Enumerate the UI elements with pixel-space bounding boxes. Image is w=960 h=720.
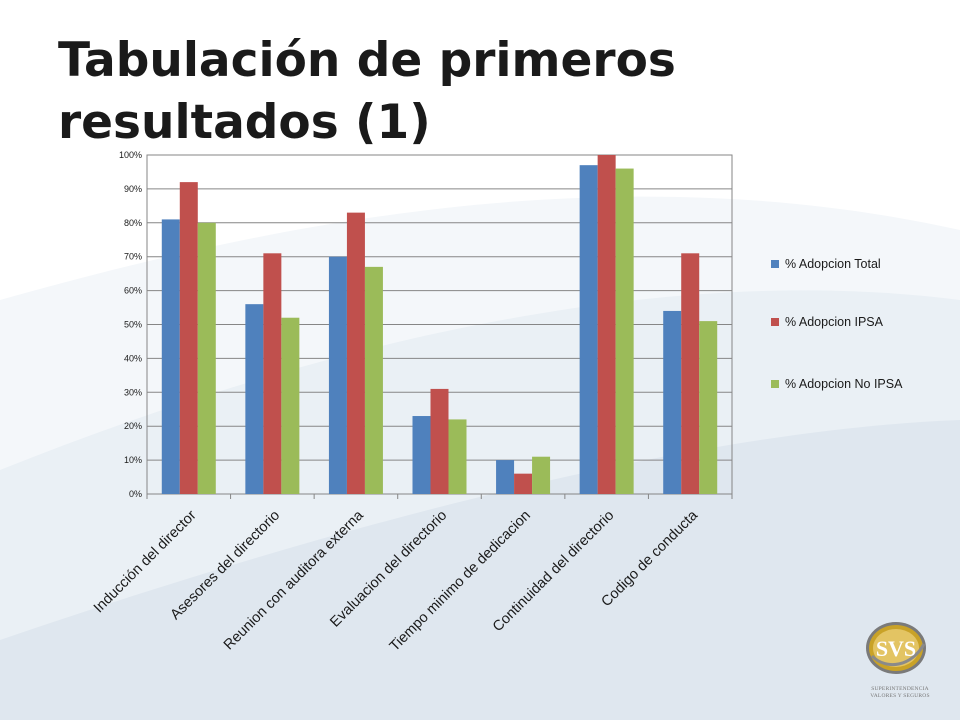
logo-caption: SUPERINTENDENCIA VALORES Y SEGUROS xyxy=(870,686,930,699)
bar xyxy=(496,460,515,494)
bar xyxy=(532,456,551,494)
y-tick-label: 80% xyxy=(124,218,142,228)
bar xyxy=(430,388,449,494)
y-tick-label: 30% xyxy=(124,387,142,397)
y-tick-label: 100% xyxy=(119,150,142,160)
legend-label: % Adopcion Total xyxy=(785,257,881,271)
y-tick-label: 10% xyxy=(124,455,142,465)
bar xyxy=(412,416,431,494)
y-tick-label: 0% xyxy=(129,489,142,499)
legend-swatch xyxy=(771,318,779,326)
bar xyxy=(281,317,300,494)
legend-label: % Adopcion No IPSA xyxy=(785,377,903,391)
x-category-label: Codigo de conducta xyxy=(599,507,702,610)
bar xyxy=(346,212,365,494)
y-tick-label: 40% xyxy=(124,353,142,363)
y-tick-label: 20% xyxy=(124,421,142,431)
bar xyxy=(328,256,347,494)
y-tick-label: 50% xyxy=(124,320,142,330)
bar xyxy=(663,310,682,494)
logo-text: SVS xyxy=(876,636,916,661)
bar xyxy=(263,253,282,494)
bar xyxy=(514,473,533,494)
slide-title: Tabulación de primeros resultados (1) xyxy=(58,33,676,150)
x-category-label: Reunion con auditora externa xyxy=(221,507,367,653)
bar xyxy=(197,222,216,495)
bar xyxy=(161,219,180,494)
bar xyxy=(448,419,467,494)
bar xyxy=(681,253,700,494)
y-tick-label: 90% xyxy=(124,184,142,194)
legend-swatch xyxy=(771,380,779,388)
bar xyxy=(597,155,616,494)
y-tick-label: 70% xyxy=(124,252,142,262)
bar xyxy=(615,168,634,494)
bar xyxy=(699,321,718,494)
y-tick-label: 60% xyxy=(124,286,142,296)
legend-label: % Adopcion IPSA xyxy=(785,315,884,329)
legend-swatch xyxy=(771,260,779,268)
bar xyxy=(179,182,198,494)
bar xyxy=(364,266,383,494)
bar xyxy=(245,304,264,494)
x-category-label: Tiempo minimo de dedicacion xyxy=(387,508,534,655)
svs-logo: SVS xyxy=(866,622,926,674)
bar xyxy=(579,165,598,495)
